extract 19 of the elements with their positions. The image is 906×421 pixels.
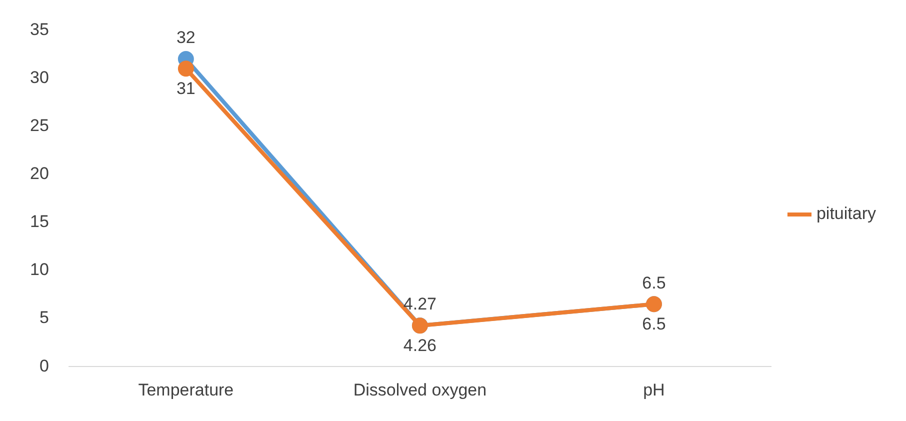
- x-tick-label: pH: [643, 380, 665, 400]
- data-label: 4.26: [403, 336, 436, 355]
- legend-label: pituitary: [816, 204, 876, 224]
- y-tick-label: 0: [39, 356, 49, 376]
- x-tick-label: Temperature: [138, 380, 234, 400]
- data-label: 4.27: [403, 294, 436, 314]
- y-tick-label: 10: [30, 260, 49, 280]
- y-tick-label: 5: [39, 308, 49, 328]
- data-label: 32: [176, 28, 196, 48]
- x-tick-label: Dissolved oxygen: [353, 380, 487, 400]
- y-tick-label: 20: [30, 164, 49, 184]
- data-label: 6.5: [642, 273, 666, 292]
- y-tick-label: 15: [30, 212, 49, 232]
- y-tick-label: 35: [30, 20, 49, 39]
- point: [178, 60, 194, 77]
- data-label: 31: [176, 78, 196, 98]
- y-tick-label: 30: [30, 68, 49, 87]
- data-label: 6.5: [642, 314, 666, 334]
- y-tick-label: 25: [30, 116, 49, 135]
